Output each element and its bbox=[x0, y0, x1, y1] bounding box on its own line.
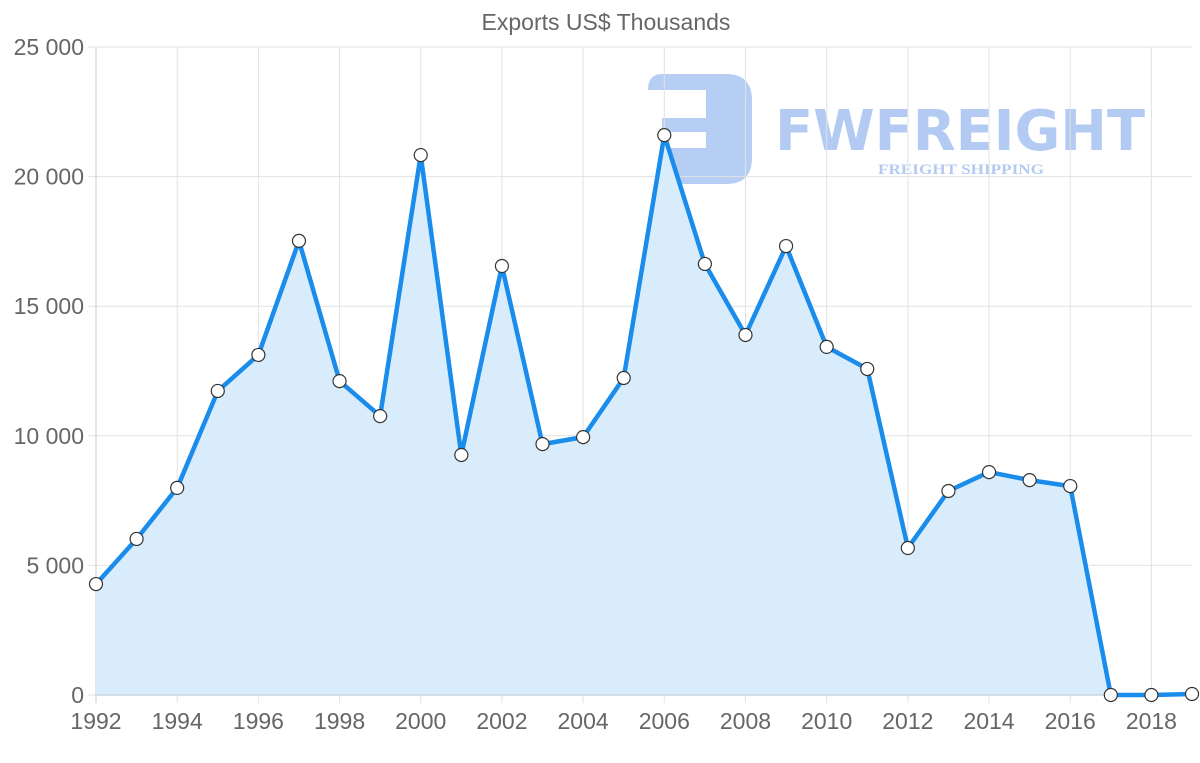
chart-line bbox=[94, 132, 1193, 698]
data-point-1994[interactable] bbox=[170, 480, 185, 495]
x-tick-label: 2012 bbox=[882, 708, 933, 734]
data-point-2014[interactable] bbox=[981, 464, 997, 480]
fwfreight-watermark: FWFREIGHT FREIGHT SHIPPING bbox=[648, 74, 1145, 184]
x-tick-label: 2016 bbox=[1045, 708, 1096, 734]
x-tick-label: 2000 bbox=[395, 708, 446, 734]
data-point-1992[interactable] bbox=[88, 576, 104, 592]
data-point-1995[interactable] bbox=[210, 383, 225, 399]
data-point-2015[interactable] bbox=[1022, 473, 1037, 488]
data-points bbox=[88, 128, 1200, 703]
chart-title: Exports US$ Thousands bbox=[482, 9, 731, 35]
data-point-2010[interactable] bbox=[819, 339, 834, 354]
x-tick-label: 1994 bbox=[152, 708, 203, 734]
y-tick-label: 15 000 bbox=[14, 293, 84, 319]
data-point-2003[interactable] bbox=[535, 436, 550, 452]
x-tick-label: 2004 bbox=[558, 708, 609, 734]
series-line bbox=[94, 132, 1193, 698]
x-tick-label: 1992 bbox=[70, 708, 121, 734]
data-point-2011[interactable] bbox=[860, 361, 875, 377]
x-tick-label: 1996 bbox=[233, 708, 284, 734]
data-point-2008[interactable] bbox=[738, 327, 753, 343]
watermark-brand: FWFREIGHT bbox=[775, 99, 1145, 164]
x-tick-label: 2008 bbox=[720, 708, 771, 734]
x-tick-label: 2018 bbox=[1126, 708, 1177, 734]
data-point-2009[interactable] bbox=[778, 238, 794, 254]
area-fill bbox=[96, 135, 1192, 696]
data-point-2006[interactable] bbox=[657, 128, 672, 143]
data-point-2016[interactable] bbox=[1063, 478, 1078, 494]
data-point-1997[interactable] bbox=[291, 233, 307, 248]
x-tick-label: 2014 bbox=[963, 708, 1014, 734]
fwfreight-logo-icon bbox=[648, 74, 752, 184]
data-point-1993[interactable] bbox=[129, 531, 144, 547]
x-tick-label: 2006 bbox=[639, 708, 690, 734]
data-point-1999[interactable] bbox=[373, 409, 388, 424]
data-point-2004[interactable] bbox=[576, 429, 591, 445]
chart-area-fill bbox=[96, 135, 1192, 696]
y-tick-label: 5 000 bbox=[26, 552, 84, 578]
data-point-2018[interactable] bbox=[1144, 687, 1159, 703]
y-tick-label: 20 000 bbox=[14, 164, 84, 190]
x-tick-label: 2002 bbox=[476, 708, 527, 734]
data-point-2013[interactable] bbox=[941, 483, 956, 499]
data-point-2017[interactable] bbox=[1103, 687, 1118, 703]
data-point-2019[interactable] bbox=[1184, 686, 1200, 702]
x-tick-label: 1998 bbox=[314, 708, 365, 734]
data-point-1998[interactable] bbox=[332, 374, 347, 389]
data-point-2002[interactable] bbox=[494, 258, 510, 274]
y-tick-label: 25 000 bbox=[14, 34, 84, 60]
x-axis: 1992 1994 1996 1998 2000 2002 2004 2006 2008 2010… bbox=[70, 708, 1177, 734]
y-tick-label: 0 bbox=[71, 682, 84, 708]
y-tick-label: 10 000 bbox=[14, 423, 84, 449]
data-point-2001[interactable] bbox=[454, 447, 469, 463]
data-point-2007[interactable] bbox=[697, 256, 712, 272]
x-tick-label: 2010 bbox=[801, 708, 852, 734]
watermark-tagline: FREIGHT SHIPPING bbox=[878, 162, 1044, 178]
data-point-1996[interactable] bbox=[251, 347, 266, 363]
data-point-2005[interactable] bbox=[616, 370, 631, 386]
y-axis: 0 5 000 10 000 15 000 20 000 25 000 bbox=[14, 34, 84, 708]
data-point-2012[interactable] bbox=[900, 540, 915, 556]
data-point-2000[interactable] bbox=[413, 147, 428, 163]
